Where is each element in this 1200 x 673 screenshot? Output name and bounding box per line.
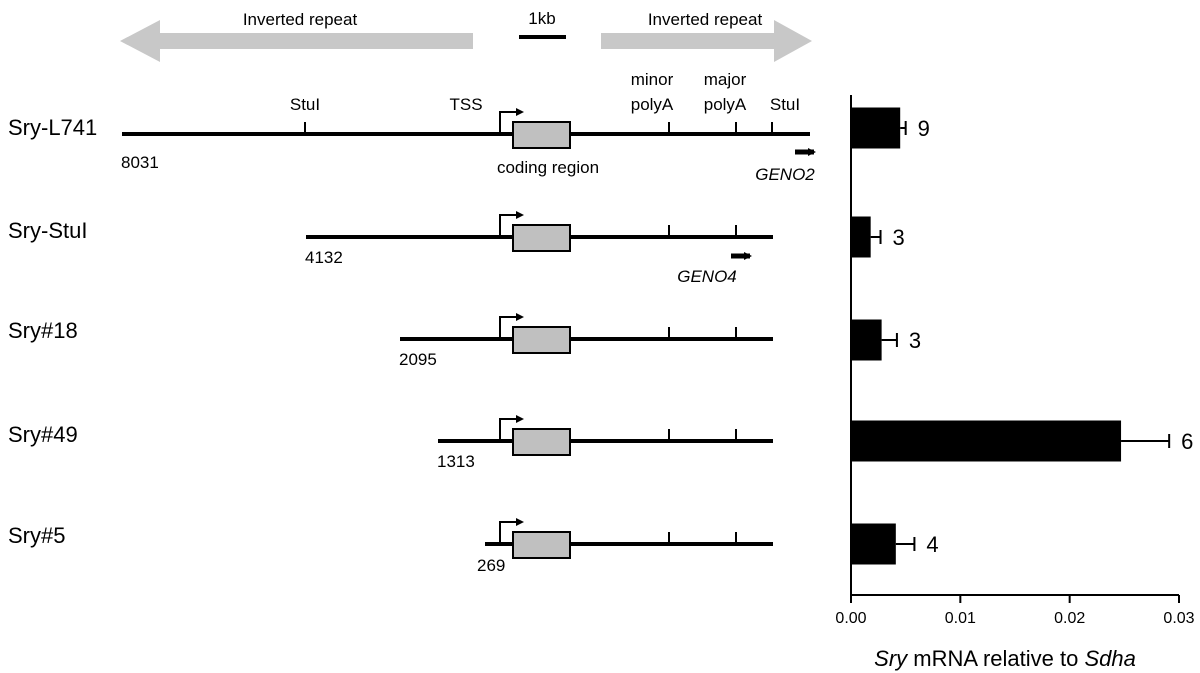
construct-sry-18: Sry#18 2095 — [8, 313, 773, 369]
coding-region-box — [512, 428, 571, 456]
stui-site-label-2: StuI — [770, 95, 800, 114]
inverted-repeat-right-label: Inverted repeat — [648, 10, 763, 29]
tss-arrow-icon — [499, 415, 524, 441]
start-coordinate: 1313 — [437, 452, 475, 471]
x-axis-label-reference: Sdha — [1084, 646, 1135, 671]
x-tick-label: 0.01 — [945, 610, 976, 627]
construct-sry-l741: Sry-L741 8031 coding region GENO2 — [8, 108, 816, 184]
major-polya-label-line2: polyA — [704, 95, 747, 114]
construct-name: Sry#5 — [8, 523, 65, 548]
x-axis-label-middle: mRNA relative to — [907, 646, 1084, 671]
x-tick-label: 0.03 — [1163, 610, 1194, 627]
x-axis-ticks: 0.00 0.01 0.02 0.03 — [835, 595, 1195, 627]
sample-size-label: 3 — [893, 225, 905, 250]
inverted-repeat-right: Inverted repeat — [601, 10, 812, 62]
construct-name: Sry#18 — [8, 318, 78, 343]
scale-bar: 1kb — [519, 9, 566, 39]
construct-sry-49: Sry#49 1313 — [8, 415, 773, 471]
construct-sry-5: Sry#5 269 — [8, 518, 773, 575]
tss-arrow-icon — [499, 518, 524, 544]
expression-bar-chart: 0.00 0.01 0.02 0.03 9 3 3 6 4 Sry mRNA relative… — [835, 95, 1195, 671]
construct-name: Sry#49 — [8, 422, 78, 447]
tss-arrow-icon — [499, 211, 524, 237]
sample-size-label: 9 — [918, 116, 930, 141]
bar — [851, 319, 882, 361]
tss-arrow-icon — [499, 313, 524, 339]
x-axis-label-gene: Sry — [874, 646, 909, 671]
major-polya-label-line1: major — [704, 70, 747, 89]
coding-region-box — [512, 121, 571, 149]
bar — [851, 420, 1122, 462]
minor-polya-label-line1: minor — [631, 70, 674, 89]
start-coordinate: 8031 — [121, 153, 159, 172]
stui-site-label-1: StuI — [290, 95, 320, 114]
bar — [851, 107, 901, 149]
scale-bar-label: 1kb — [528, 9, 555, 28]
x-tick-label: 0.00 — [835, 610, 866, 627]
minor-polya-label-line2: polyA — [631, 95, 674, 114]
construct-name: Sry-L741 — [8, 115, 97, 140]
start-coordinate: 4132 — [305, 248, 343, 267]
geno2-primer-label: GENO2 — [755, 165, 815, 184]
inverted-repeat-left-label: Inverted repeat — [243, 10, 358, 29]
sample-size-label: 6 — [1181, 429, 1193, 454]
tss-label: TSS — [449, 95, 482, 114]
bar — [851, 523, 896, 565]
x-tick-label: 0.02 — [1054, 610, 1085, 627]
inverted-repeat-left: Inverted repeat — [120, 10, 473, 62]
start-coordinate: 269 — [477, 556, 505, 575]
bar — [851, 216, 871, 258]
coding-region-box — [512, 531, 571, 559]
geno4-primer-label: GENO4 — [677, 267, 737, 286]
construct-name: Sry-StuI — [8, 218, 87, 243]
tss-arrow-icon — [499, 108, 524, 134]
inverted-repeat-left-arrow-icon — [120, 20, 473, 62]
coding-region-box — [512, 224, 571, 252]
coding-region-box — [512, 326, 571, 354]
inverted-repeat-right-arrow-icon — [601, 20, 812, 62]
coding-region-label: coding region — [497, 158, 599, 177]
sample-size-label: 4 — [926, 532, 938, 557]
sample-size-label: 3 — [909, 328, 921, 353]
start-coordinate: 2095 — [399, 350, 437, 369]
x-axis-label: Sry mRNA relative to Sdha — [874, 646, 1136, 671]
construct-sry-stui: Sry-StuI 4132 GENO4 — [8, 211, 773, 286]
bars: 9 3 3 6 4 — [851, 107, 1193, 565]
